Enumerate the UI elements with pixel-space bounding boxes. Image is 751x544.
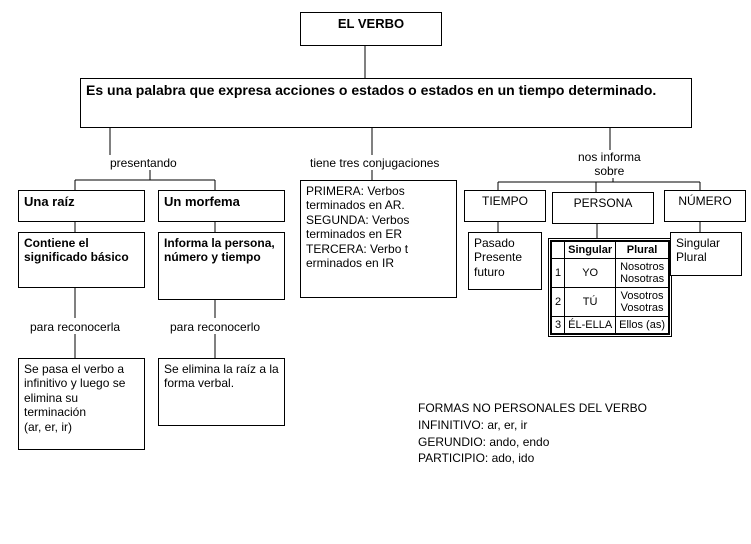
box-persona: PERSONA [552,192,654,224]
box-raizDesc: Contiene el significado básico [18,232,145,288]
box-morfHow: Se elimina la raíz a la forma verbal. [158,358,285,426]
box-raiz: Una raíz [18,190,145,222]
box-tiempoVals: PasadoPresentefuturo [468,232,542,290]
footer-notes: FORMAS NO PERSONALES DEL VERBOINFINITIVO… [418,400,647,467]
label-presentando: presentando [110,156,177,170]
label-rec1: para reconocerla [30,320,120,334]
box-numVals: SingularPlural [670,232,742,276]
box-def: Es una palabra que expresa acciones o es… [80,78,692,128]
label-rec2: para reconocerlo [170,320,260,334]
box-title: EL VERBO [300,12,442,46]
persona-table: SingularPlural1YONosotrosNosotras2TÚVoso… [548,238,672,337]
box-conj: PRIMERA: Verbos terminados en AR.SEGUNDA… [300,180,457,298]
box-morfema: Un morfema [158,190,285,222]
box-numero: NÚMERO [664,190,746,222]
box-morfDesc: Informa la persona, número y tiempo [158,232,285,300]
box-raizHow: Se pasa el verbo a infinitivo y luego se… [18,358,145,450]
box-tiempo: TIEMPO [464,190,546,222]
label-informa: nos informasobre [578,150,641,178]
label-conjLbl: tiene tres conjugaciones [310,156,439,170]
